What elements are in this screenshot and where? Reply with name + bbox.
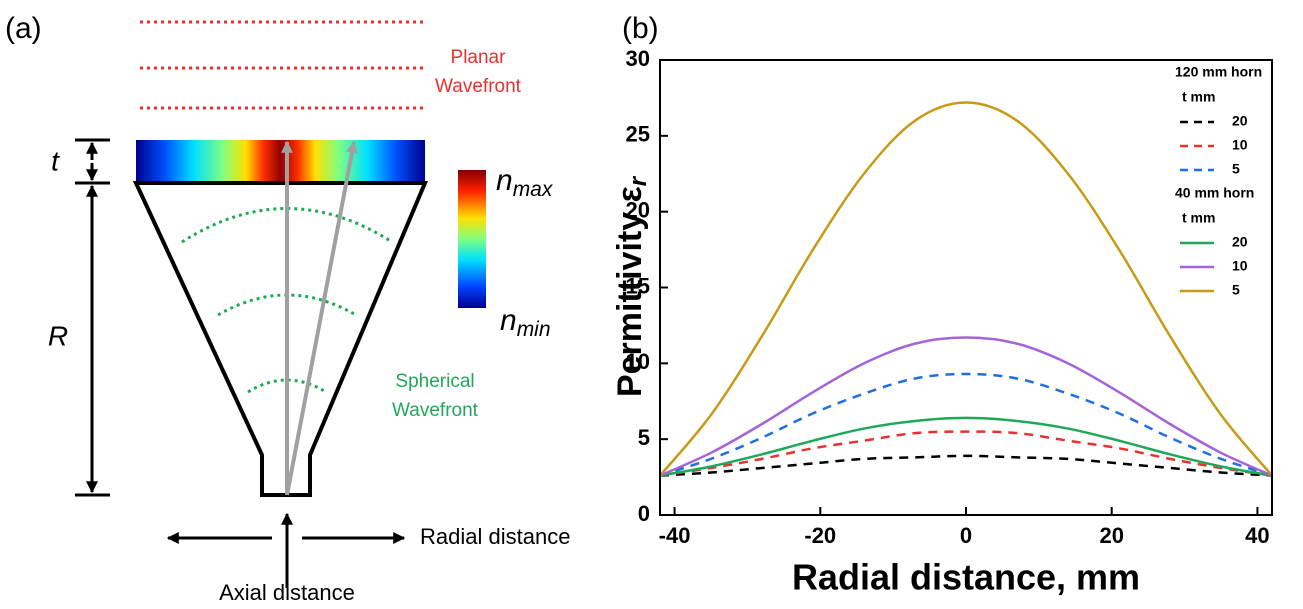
ray [281, 140, 358, 496]
planar-wavefront [140, 20, 425, 110]
y-axis-label: Permittivity εr [611, 175, 652, 397]
series-line [659, 372, 1273, 477]
subscript: max [513, 178, 554, 201]
n-max-label: nmax [496, 164, 554, 201]
y-tick-label: 30 [626, 46, 650, 71]
legend-label: 20 [1232, 113, 1248, 129]
y-tick-label: 10 [626, 349, 650, 374]
legend-label: 10 [1232, 137, 1248, 153]
legend-title: 120 mm horn [1175, 64, 1262, 80]
legend-label: 5 [1232, 161, 1240, 177]
x-tick-label: 0 [960, 523, 972, 548]
legend-label: 10 [1232, 258, 1248, 274]
subscript: min [517, 318, 551, 341]
y-tick-label: 20 [626, 197, 650, 222]
symbol: n [496, 164, 513, 197]
series-line [659, 336, 1273, 477]
spherical-label: Wavefront [392, 400, 479, 421]
y-label-text: Permittivity ε [611, 186, 649, 397]
planar-label: Wavefront [435, 76, 522, 97]
y-tick-label: 5 [638, 425, 650, 450]
panel-label: (a) [5, 12, 42, 45]
x-tick-label: -20 [804, 523, 836, 548]
legend-subtitle: t mm [1182, 89, 1215, 105]
thickness-label: t [51, 145, 60, 176]
horn [132, 181, 429, 497]
y-tick-label: 25 [626, 122, 650, 147]
legend-label: 5 [1232, 282, 1240, 298]
direction-arrow [166, 512, 406, 588]
legend-title: 40 mm horn [1175, 185, 1254, 201]
x-axis-label: Radial distance, mm [792, 557, 1140, 598]
y-label-sub: r [625, 175, 652, 186]
radial-label: Radial distance [420, 524, 570, 549]
n-min-label: nmin [500, 304, 551, 341]
legend-label: 20 [1232, 234, 1248, 250]
panel-label: (b) [622, 12, 659, 45]
planar-label: Planar [451, 47, 507, 68]
diagram: (a) Planar Wavefront t R nmax nmin Spher… [5, 12, 570, 605]
series-line [659, 416, 1273, 477]
dimension [75, 138, 110, 497]
lens [136, 140, 425, 183]
colorbar [458, 170, 486, 308]
series-line [659, 454, 1273, 477]
x-tick-label: -40 [659, 523, 691, 548]
axial-label: Axial distance [219, 580, 355, 605]
y-tick-label: 0 [638, 501, 650, 526]
y-tick-label: 15 [626, 273, 650, 298]
legend-subtitle: t mm [1182, 210, 1215, 226]
plot-frame [659, 59, 1273, 516]
series-line [659, 430, 1273, 477]
x-tick-label: 20 [1099, 523, 1123, 548]
spherical-label: Spherical [395, 371, 474, 392]
radius-label: R [48, 320, 68, 351]
x-tick-label: 40 [1245, 523, 1269, 548]
series-line [659, 101, 1273, 477]
symbol: n [500, 304, 517, 337]
